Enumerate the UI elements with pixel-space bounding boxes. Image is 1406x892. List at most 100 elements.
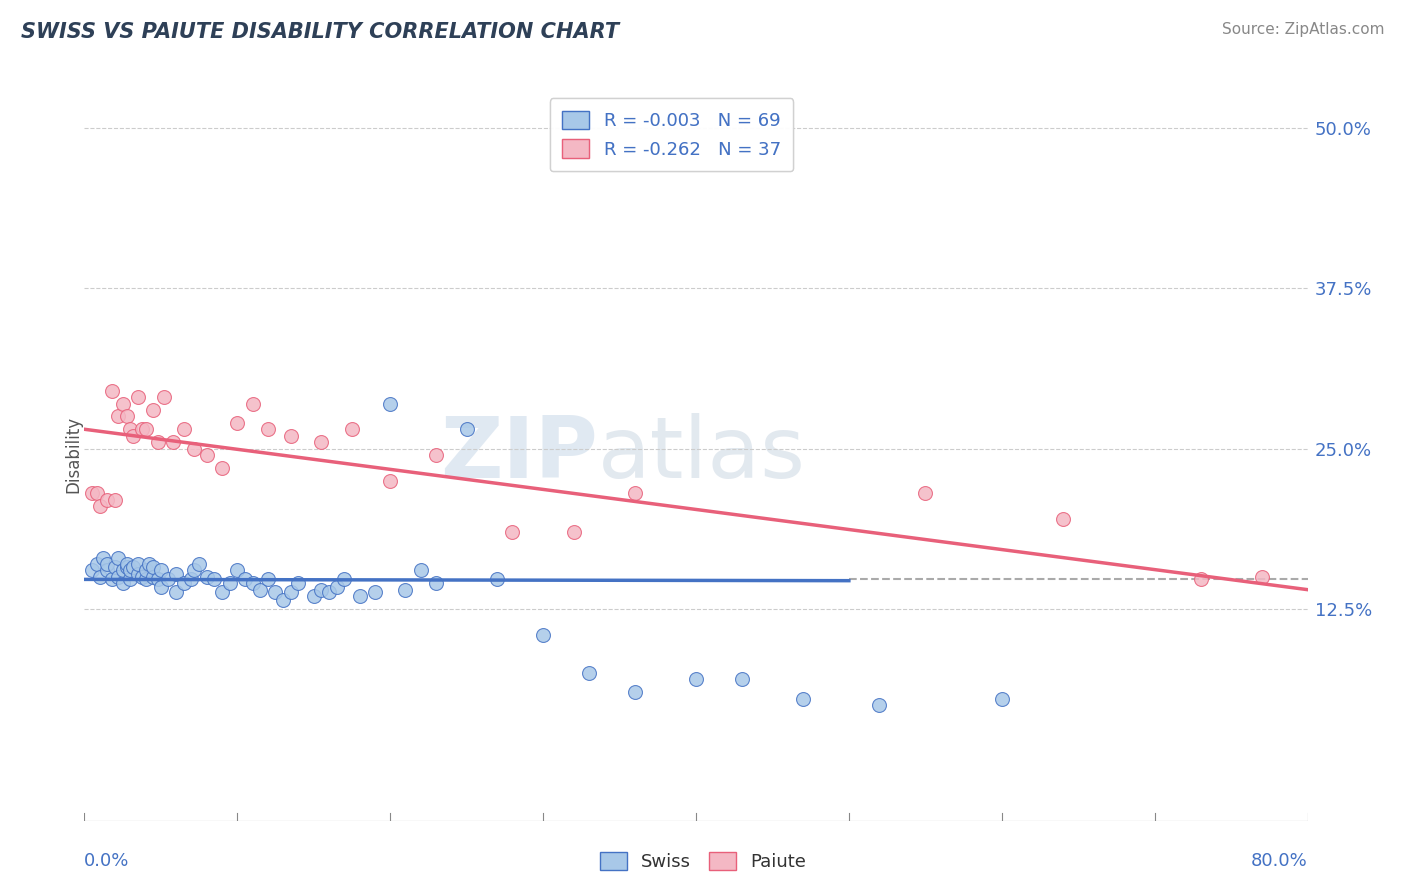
- Point: [792, 691, 814, 706]
- Point: [91, 550, 114, 565]
- Point: [80, 563, 103, 577]
- Point: [111, 563, 134, 577]
- Text: Source: ZipAtlas.com: Source: ZipAtlas.com: [1222, 22, 1385, 37]
- Point: [111, 396, 134, 410]
- Point: [531, 627, 554, 641]
- Point: [86, 486, 108, 500]
- Point: [153, 390, 176, 404]
- Point: [869, 698, 891, 713]
- Point: [318, 585, 340, 599]
- Point: [115, 409, 138, 424]
- Point: [131, 422, 153, 436]
- Point: [96, 492, 118, 507]
- Text: 0.0%: 0.0%: [84, 852, 129, 870]
- Point: [249, 582, 271, 597]
- Point: [280, 585, 302, 599]
- Point: [425, 448, 447, 462]
- Point: [80, 486, 103, 500]
- Point: [135, 573, 157, 587]
- Point: [180, 573, 202, 587]
- Point: [578, 666, 600, 681]
- Point: [86, 557, 108, 571]
- Text: atlas: atlas: [598, 413, 806, 497]
- Point: [120, 573, 142, 587]
- Point: [173, 576, 195, 591]
- Point: [380, 396, 402, 410]
- Point: [731, 673, 754, 687]
- Point: [302, 589, 325, 603]
- Point: [107, 570, 129, 584]
- Point: [211, 585, 233, 599]
- Point: [120, 422, 142, 436]
- Point: [115, 557, 138, 571]
- Point: [142, 559, 165, 574]
- Point: [165, 585, 187, 599]
- Point: [394, 582, 416, 597]
- Point: [195, 448, 218, 462]
- Point: [96, 557, 118, 571]
- Point: [146, 573, 169, 587]
- Point: [104, 492, 127, 507]
- Point: [101, 573, 124, 587]
- Point: [89, 500, 111, 514]
- Point: [146, 435, 169, 450]
- Point: [624, 486, 647, 500]
- Point: [127, 390, 149, 404]
- Point: [162, 435, 184, 450]
- Point: [364, 585, 387, 599]
- Point: [1189, 573, 1212, 587]
- Point: [456, 422, 478, 436]
- Point: [202, 573, 225, 587]
- Point: [107, 409, 129, 424]
- Point: [991, 691, 1014, 706]
- Legend: R = -0.003   N = 69, R = -0.262   N = 37: R = -0.003 N = 69, R = -0.262 N = 37: [550, 98, 793, 171]
- Point: [122, 559, 145, 574]
- Point: [1052, 512, 1074, 526]
- Point: [135, 563, 157, 577]
- Point: [127, 557, 149, 571]
- Point: [142, 570, 165, 584]
- Point: [188, 557, 211, 571]
- Point: [486, 573, 509, 587]
- Point: [624, 685, 647, 699]
- Point: [409, 563, 432, 577]
- Point: [1250, 570, 1272, 584]
- Text: ZIP: ZIP: [440, 413, 598, 497]
- Point: [311, 582, 333, 597]
- Point: [685, 673, 707, 687]
- Point: [333, 573, 356, 587]
- Point: [233, 573, 256, 587]
- Point: [380, 474, 402, 488]
- Point: [131, 570, 153, 584]
- Point: [96, 563, 118, 577]
- Point: [107, 550, 129, 565]
- Point: [271, 593, 294, 607]
- Point: [135, 422, 157, 436]
- Point: [138, 557, 160, 571]
- Point: [149, 563, 172, 577]
- Point: [183, 563, 205, 577]
- Point: [562, 524, 585, 539]
- Point: [425, 576, 447, 591]
- Point: [165, 567, 187, 582]
- Point: [264, 585, 287, 599]
- Point: [914, 486, 936, 500]
- Point: [311, 435, 333, 450]
- Point: [226, 416, 249, 430]
- Point: [101, 384, 124, 398]
- Point: [257, 573, 280, 587]
- Point: [89, 570, 111, 584]
- Point: [122, 428, 145, 442]
- Point: [325, 580, 347, 594]
- Point: [115, 559, 138, 574]
- Point: [349, 589, 371, 603]
- Point: [157, 573, 180, 587]
- Text: 80.0%: 80.0%: [1251, 852, 1308, 870]
- Point: [183, 442, 205, 456]
- Point: [111, 576, 134, 591]
- Legend: Swiss, Paiute: Swiss, Paiute: [592, 845, 814, 879]
- Point: [218, 576, 240, 591]
- Point: [502, 524, 524, 539]
- Point: [242, 576, 264, 591]
- Point: [287, 576, 309, 591]
